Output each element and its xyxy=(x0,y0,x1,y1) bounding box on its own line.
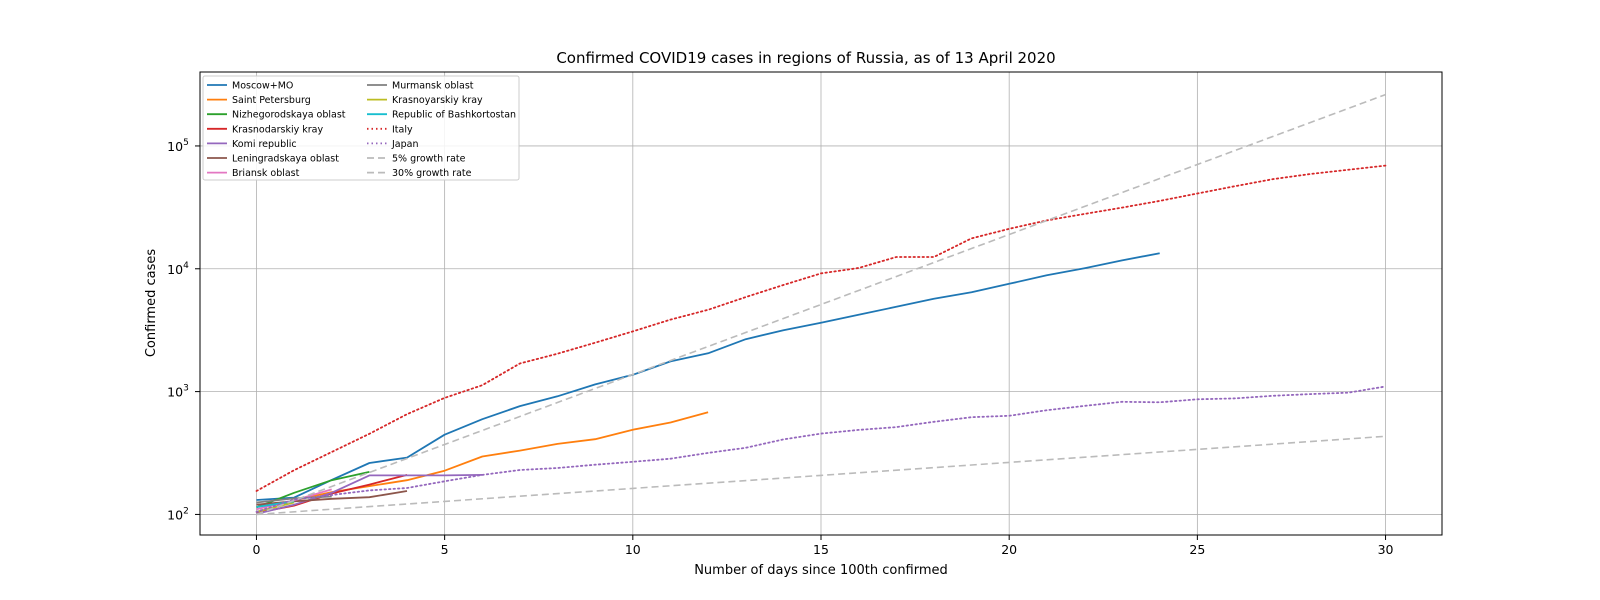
y-tick-label: 102 xyxy=(167,506,189,522)
chart-title: Confirmed COVID19 cases in regions of Ru… xyxy=(556,49,1055,67)
y-tick-label: 103 xyxy=(167,384,189,400)
series-line-japan xyxy=(255,385,1387,513)
x-axis: 0 5 10 15 20 25 30 xyxy=(252,535,1394,557)
y-axis-label: Confirmed cases xyxy=(144,249,159,358)
x-tick-label: 30 xyxy=(1378,542,1394,557)
legend-label: Komi republic xyxy=(232,139,297,150)
legend-box xyxy=(202,75,520,181)
legend-label: 30% growth rate xyxy=(392,168,472,179)
legend-label: Moscow+MO xyxy=(232,81,293,92)
x-axis-label: Number of days since 100th confirmed xyxy=(694,563,948,578)
legend-label: Krasnoyarskiy kray xyxy=(392,95,483,106)
y-tick-label: 104 xyxy=(167,261,189,277)
x-tick-label: 25 xyxy=(1189,542,1205,557)
x-tick-label: 0 xyxy=(252,542,260,557)
x-tick-label: 10 xyxy=(625,542,641,557)
legend: Moscow+MO Saint Petersburg Nizhegorodskaya… xyxy=(202,75,520,181)
legend-label: Japan xyxy=(391,139,419,150)
legend-label: Krasnodarskiy kray xyxy=(232,124,323,135)
y-tick-label: 105 xyxy=(167,138,189,154)
legend-label: Briansk oblast xyxy=(232,168,300,179)
series-line-italy xyxy=(255,164,1387,492)
series-layer xyxy=(255,93,1387,516)
legend-label: Italy xyxy=(392,124,413,135)
x-tick-label: 20 xyxy=(1001,542,1017,557)
y-axis: 102 103 104 105 xyxy=(167,138,200,522)
legend-label: Leningradskaya oblast xyxy=(232,154,339,165)
series-line-5-growth-rate xyxy=(256,435,1386,516)
legend-label: 5% growth rate xyxy=(392,154,466,165)
series-line-moscow-mo xyxy=(256,252,1160,501)
series-line-briansk-oblast xyxy=(256,488,332,511)
series-line-30-growth-rate xyxy=(256,93,1386,516)
x-tick-label: 5 xyxy=(441,542,449,557)
x-tick-label: 15 xyxy=(813,542,829,557)
legend-label: Saint Petersburg xyxy=(232,95,311,106)
legend-label: Nizhegorodskaya oblast xyxy=(232,110,346,121)
legend-label: Murmansk oblast xyxy=(392,81,474,92)
series-line-komi-republic xyxy=(256,474,483,515)
legend-label: Republic of Bashkortostan xyxy=(392,110,516,121)
